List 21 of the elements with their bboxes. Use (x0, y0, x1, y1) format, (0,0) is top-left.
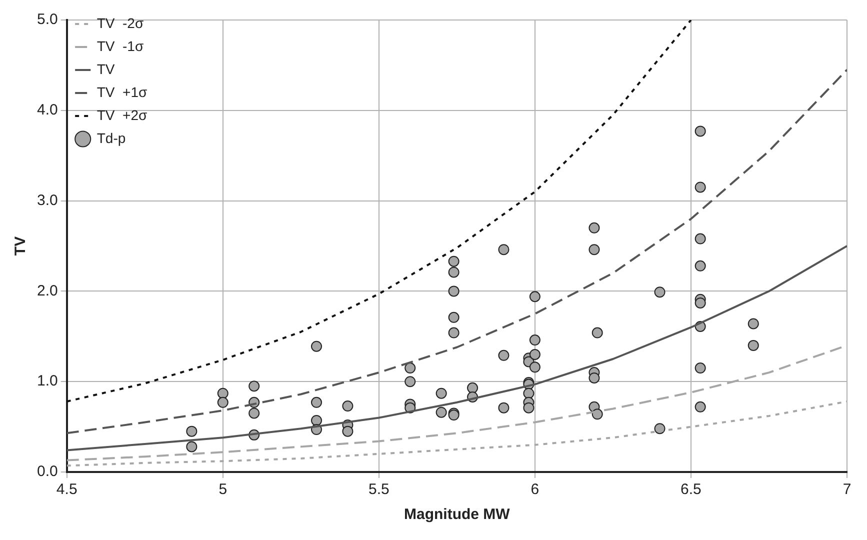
x-axis-title: Magnitude MW (404, 506, 511, 524)
x-tick-label: 5 (218, 481, 228, 498)
legend-label: TV +1σ (96, 84, 148, 100)
x-tick-label: 5.5 (368, 481, 390, 498)
y-tick-label: 0.0 (36, 463, 58, 480)
legend-label: TV -2σ (96, 14, 144, 31)
legend-label: TV -1σ (96, 38, 144, 54)
y-tick-label: 3.0 (36, 192, 58, 209)
x-tick-label: 7 (842, 481, 852, 498)
x-tick-label: 4.5 (56, 481, 78, 498)
y-tick-label: 2.0 (36, 282, 58, 300)
legend-label: TV +2σ (96, 106, 148, 123)
y-axis-title: TV (12, 236, 30, 256)
y-tick-label: 4.0 (36, 102, 58, 119)
legend-label: TV (96, 60, 116, 77)
x-tick-label: 6.5 (680, 481, 702, 498)
y-tick-label: 5.0 (36, 11, 58, 28)
legend-label: Td-p (96, 130, 126, 146)
y-tick-label: 1.0 (36, 372, 58, 390)
x-tick-label: 6 (530, 481, 540, 498)
line-series (66, 20, 692, 402)
